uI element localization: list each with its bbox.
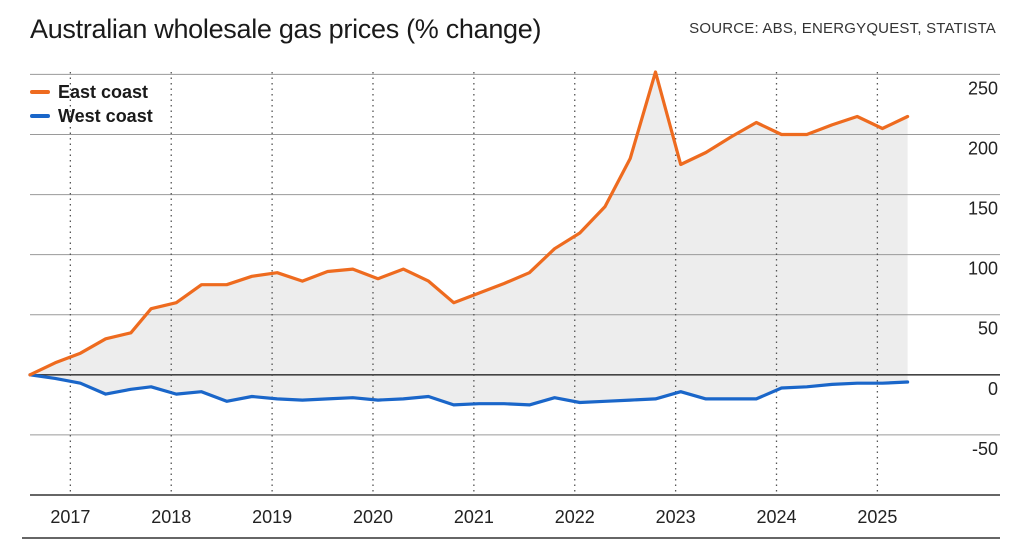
y-tick-label: -50	[972, 439, 998, 459]
area-between-series	[30, 72, 908, 405]
y-tick-label: 0	[988, 379, 998, 399]
legend-swatch-west	[30, 114, 50, 118]
x-tick-label: 2020	[353, 507, 393, 527]
legend-swatch-east	[30, 90, 50, 94]
x-tick-label: 2024	[756, 507, 796, 527]
x-tick-label: 2021	[454, 507, 494, 527]
legend: East coast West coast	[30, 80, 153, 128]
x-tick-label: 2018	[151, 507, 191, 527]
x-tick-label: 2017	[50, 507, 90, 527]
legend-label-west: West coast	[58, 105, 153, 126]
y-tick-label: 200	[968, 138, 998, 158]
source-note: SOURCE: ABS, ENERGYQUEST, STATISTA	[689, 20, 996, 37]
x-tick-label: 2019	[252, 507, 292, 527]
legend-item-west: West coast	[30, 104, 153, 128]
legend-item-east: East coast	[30, 80, 153, 104]
y-tick-label: 150	[968, 199, 998, 219]
chart-title: Australian wholesale gas prices (% chang…	[30, 14, 542, 44]
series-line-east	[28, 70, 910, 377]
x-tick-label: 2025	[857, 507, 897, 527]
y-tick-label: 250	[968, 78, 998, 98]
legend-label-east: East coast	[58, 81, 149, 102]
y-tick-label: 100	[968, 259, 998, 279]
x-tick-label: 2023	[656, 507, 696, 527]
x-tick-label: 2022	[555, 507, 595, 527]
y-tick-label: 50	[978, 319, 998, 339]
series-line-west	[28, 373, 910, 407]
